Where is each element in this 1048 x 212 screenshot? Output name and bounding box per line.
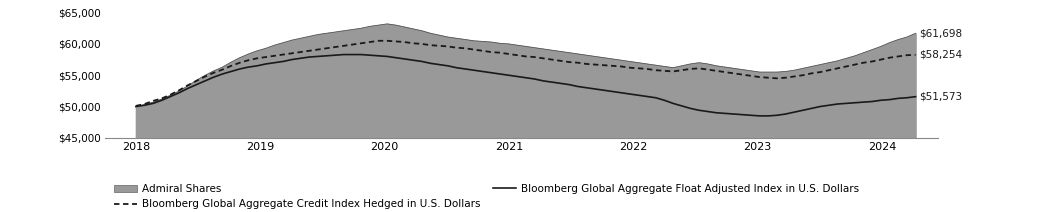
Text: $58,254: $58,254 xyxy=(919,50,962,60)
Legend: Admiral Shares, Bloomberg Global Aggregate Credit Index Hedged in U.S. Dollars, : Admiral Shares, Bloomberg Global Aggrega… xyxy=(110,180,864,212)
Text: $51,573: $51,573 xyxy=(919,92,962,102)
Text: $61,698: $61,698 xyxy=(919,28,962,38)
